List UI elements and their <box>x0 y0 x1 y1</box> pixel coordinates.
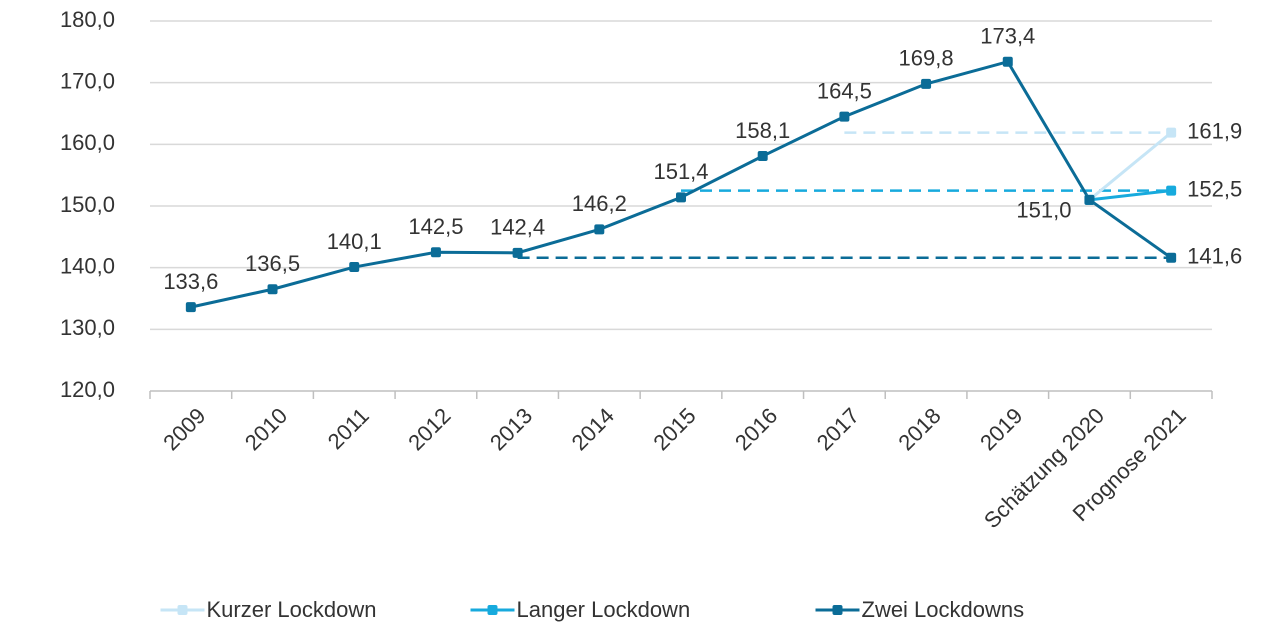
series-line <box>190 59 1173 309</box>
marker <box>594 224 605 235</box>
x-tick-label: 2017 <box>812 403 864 455</box>
y-tick-label: 170,0 <box>60 68 115 93</box>
data-label: 158,1 <box>735 118 790 143</box>
y-tick-label: 180,0 <box>60 7 115 32</box>
x-tick-label: 2016 <box>730 403 782 455</box>
y-tick-label: 120,0 <box>60 377 115 402</box>
marker <box>430 247 441 258</box>
legend-marker <box>487 605 498 615</box>
legend-marker <box>832 605 843 615</box>
data-label: 141,6 <box>1187 244 1242 269</box>
legend-marker <box>177 605 188 615</box>
marker <box>757 151 768 162</box>
marker <box>1002 56 1013 67</box>
x-tick-label: 2010 <box>240 403 292 455</box>
marker <box>921 78 932 89</box>
data-label: 151,4 <box>653 159 708 184</box>
y-tick-label: 130,0 <box>60 315 115 340</box>
marker <box>185 302 196 313</box>
y-tick-label: 160,0 <box>60 130 115 155</box>
marker <box>1166 127 1177 138</box>
marker <box>676 192 686 203</box>
x-tick-label: 2011 <box>323 403 374 454</box>
data-label: 140,1 <box>327 229 382 254</box>
data-label: 152,5 <box>1187 176 1242 201</box>
marker <box>512 247 523 258</box>
y-tick-label: 150,0 <box>60 192 115 217</box>
x-tick-label: 2014 <box>567 403 619 455</box>
x-tick-label: 2018 <box>893 403 945 455</box>
x-tick-label: 2009 <box>158 403 210 455</box>
series-line <box>1089 189 1172 202</box>
marker <box>267 284 278 295</box>
series-line <box>1088 131 1173 201</box>
data-label: 169,8 <box>899 46 954 71</box>
marker <box>349 262 360 273</box>
x-tick-label: 2015 <box>648 403 700 455</box>
x-tick-label: 2013 <box>485 403 537 455</box>
data-label: 161,9 <box>1187 118 1242 143</box>
x-tick-label: 2012 <box>403 403 455 455</box>
marker <box>1166 185 1177 196</box>
data-label: 164,5 <box>817 78 872 103</box>
data-label: 136,5 <box>245 251 300 276</box>
x-tick-label: 2019 <box>975 403 1027 455</box>
legend-label: Zwei Lockdowns <box>862 597 1025 622</box>
marker <box>839 111 850 122</box>
data-label: 142,5 <box>408 214 463 239</box>
marker <box>1084 194 1095 205</box>
data-label: 146,2 <box>572 191 627 216</box>
data-label: 133,6 <box>163 269 218 294</box>
marker <box>1166 252 1177 263</box>
legend-label: Kurzer Lockdown <box>207 597 377 622</box>
data-label: 173,4 <box>980 24 1035 49</box>
data-label: 151,0 <box>1016 198 1071 223</box>
y-tick-label: 140,0 <box>60 253 115 278</box>
data-label: 142,4 <box>490 215 545 240</box>
legend-label: Langer Lockdown <box>517 597 691 622</box>
